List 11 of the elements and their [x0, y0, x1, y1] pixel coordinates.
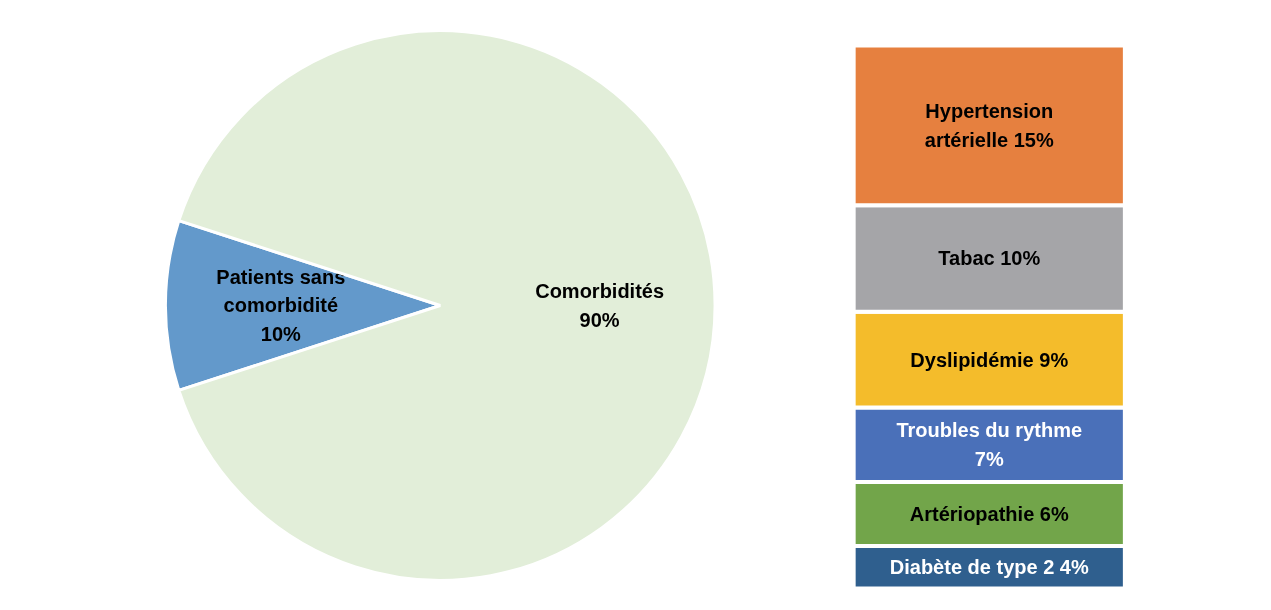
text: Hypertension artérielle 15% [924, 100, 1054, 151]
text: Dyslipidémie 9% [910, 348, 1069, 371]
slice-label: Comorbidités [535, 280, 665, 303]
data-label: 90% [579, 308, 620, 331]
text: Artériopathie 6% [909, 502, 1069, 525]
slice-label: Patients sans comorbidité [216, 265, 346, 317]
text: Diabète de type 2 4% [889, 556, 1089, 579]
series-label: Troubles du rythme [896, 419, 1083, 442]
data-label: 7% [974, 448, 1004, 471]
text: Tabac 10% [938, 247, 1041, 270]
data-label: 10% [260, 323, 302, 346]
